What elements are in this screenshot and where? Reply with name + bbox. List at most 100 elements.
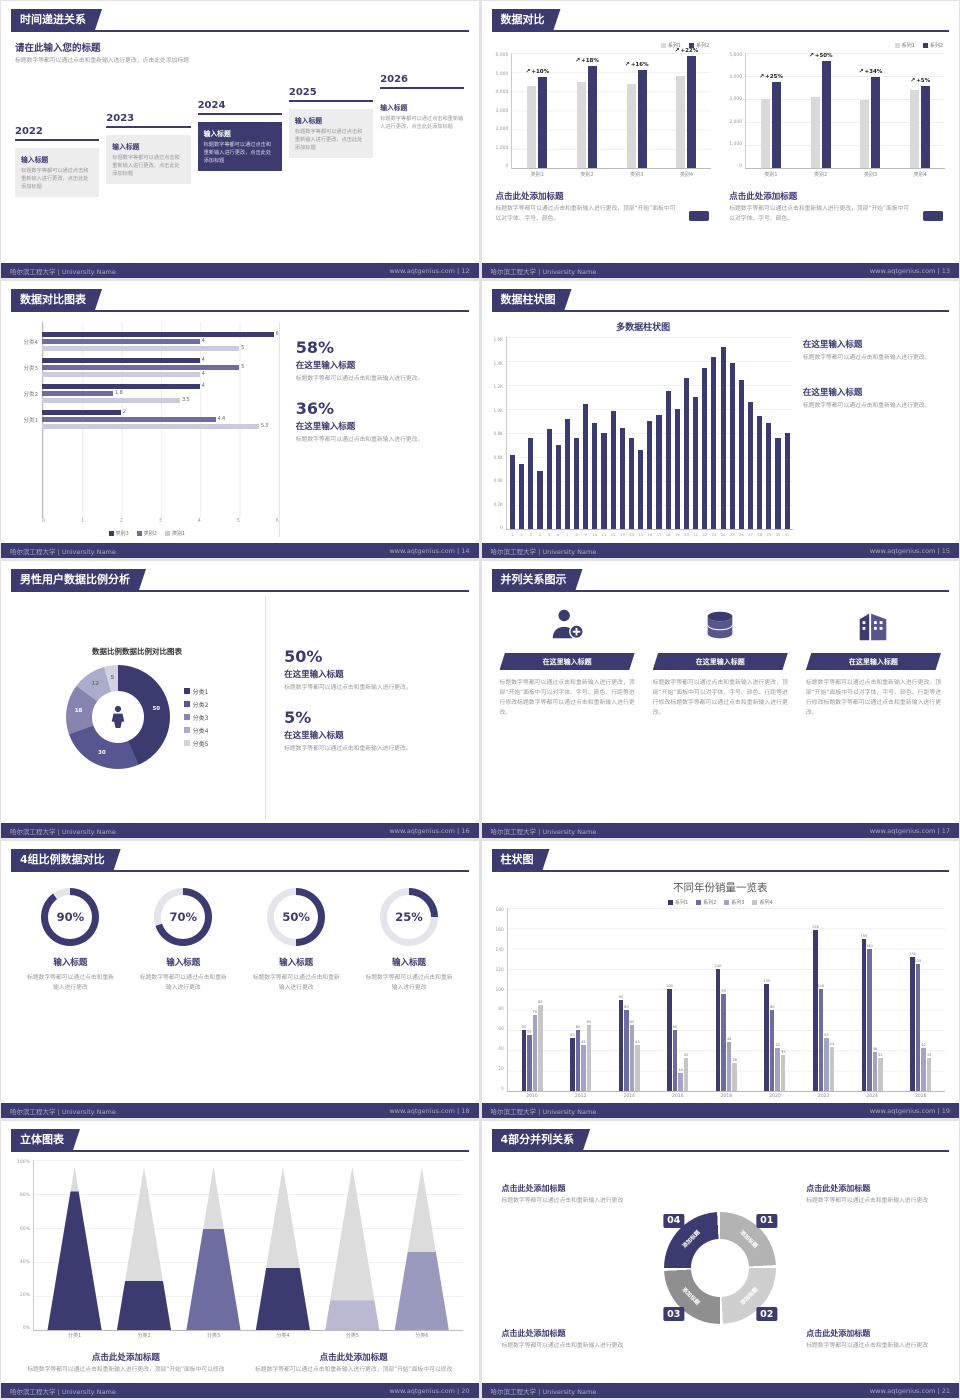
bar-group: ↗+50% 类别2 <box>796 52 846 178</box>
slide-19[interactable]: 柱状图 不同年份销量一览表 系列1 系列2 系列3 系列4 180 160 140 120 100… <box>481 841 959 1118</box>
bar <box>610 411 616 529</box>
ring-body: 标题数字等都可以通过点击和重新输入进行更改 <box>252 975 340 991</box>
bar-group: ↗+5% 类别4 <box>895 53 945 178</box>
value-label: 32 <box>683 1053 689 1058</box>
stat-body: 标题数字等都可以通过点击和重新输入进行更改。 <box>295 376 424 382</box>
legend-label: 系列1 <box>901 43 915 49</box>
slide-20[interactable]: 立体图表 100% 80% 60% 40% 20% 0% 分类1 分类2 分类3 分类4 分类5 分类… <box>1 1121 479 1398</box>
plot-area: ↗+10% 类别1 ↗+18% 类别2 ↗+16% 类别3 ↗+22% 类别4 <box>511 47 712 178</box>
caption-title: 点击此处添加标题 <box>501 1184 566 1194</box>
bar <box>702 368 708 529</box>
milestone-divider <box>197 113 282 116</box>
stat-block: 36% 在这里输入标题 标题数字等都可以通过点击和重新输入进行更改。 <box>296 399 465 446</box>
slide-15[interactable]: 数据柱状图 多数据柱状图 1.6K 1.4K 1.2K 1.0K 0.8K 0.6K 0.4K… <box>481 281 959 558</box>
bar <box>42 365 240 370</box>
value-label: 43 <box>829 1042 835 1047</box>
bar <box>537 471 543 529</box>
y-tick: 1.6K <box>493 337 503 342</box>
bar-wrap: 120 <box>715 908 722 1091</box>
legend-item: 系列3 <box>724 899 744 906</box>
legend-item: 系列4 <box>752 899 773 906</box>
bar-cell: 2 <box>518 337 525 537</box>
timeline-milestone: 2026 输入标题 标题数字等都可以通过点击和重新输入进行更改，点击此处添加标题 <box>380 74 465 137</box>
y-tick: 5,000 <box>729 53 743 58</box>
slide-12[interactable]: 时间递进关系 请在此输入您的标题 标题数字等都可以通过点击和重新输入进行更改，点… <box>1 1 479 278</box>
footer-site-page: www.aqtgenius.com | 14 <box>389 546 470 555</box>
y-label: 分类2 <box>23 391 39 398</box>
segment-number: 01 <box>756 1213 778 1228</box>
x-label: 类别4 <box>913 172 927 178</box>
caption-title: 点击此处添加标题 <box>501 1329 566 1339</box>
ring-item: 90% 输入标题 标题数字等都可以通过点击和重新输入进行更改 <box>21 888 120 1095</box>
slide-17[interactable]: 并列关系图示 在这里输入标题 标题数字等都可以通过点击和重新输入进行更改，顶部“… <box>481 561 959 838</box>
ring-value: 50% <box>282 910 310 924</box>
bar-group: ↗+16% 类别3 <box>612 53 662 178</box>
value-label: 60 <box>575 1025 581 1029</box>
x-label: 分类3 <box>206 1333 221 1340</box>
footer-university: 哈尔滨工程大学 | University Name <box>490 1107 597 1116</box>
y-tick: 5,000 <box>495 71 509 77</box>
milestone-divider <box>288 100 374 103</box>
growth-value: +25% <box>765 73 783 80</box>
x-tick: 4 <box>197 519 201 524</box>
x-label: 14 <box>629 532 634 537</box>
bar <box>624 1009 629 1091</box>
legend-item: 系列1 <box>660 42 681 49</box>
bar <box>42 417 216 422</box>
y-label: 分类3 <box>23 365 39 372</box>
column-body: 标题数字等都可以通过点击和重新输入进行更改，顶部“开始”面板中可以对字体、字号、… <box>805 680 942 717</box>
bar <box>42 332 274 337</box>
footer-site-page: www.aqtgenius.com | 17 <box>869 826 950 835</box>
slice-label: 50 <box>152 705 161 712</box>
bar-wrap: 48 <box>727 908 731 1091</box>
bar <box>592 423 598 529</box>
bar-wrap: 32 <box>927 908 931 1091</box>
stat-body: 标题数字等都可以通过点击和重新输入进行更改。 <box>284 745 412 752</box>
milestone-body: 标题数字等都可以通过点击和重新输入进行更改，点击此处添加标题 <box>21 168 89 191</box>
x-label: 分类5 <box>345 1333 359 1340</box>
x-label: 30 <box>775 532 781 537</box>
slide-header: 数据对比 <box>491 8 949 32</box>
growth-value: +18% <box>581 58 599 65</box>
y-tick: 3,000 <box>495 108 509 114</box>
ring-body: 标题数字等都可以通过点击和重新输入进行更改 <box>139 975 227 991</box>
y-label: 分类4 <box>23 339 39 346</box>
bar <box>867 948 872 1091</box>
bar <box>715 969 721 1091</box>
bar-group: 分类2 4 1.8 3.5 <box>15 383 279 404</box>
slide-14[interactable]: 数据对比图表 分类4 6 4 5 分类3 4 5 4 分类2 4 1.8 3.5 分类1 2 4.4 5.5 0… <box>1 281 479 558</box>
bar-wrap: 45 <box>581 908 586 1091</box>
slide-footer: 哈尔滨工程大学 | University Name www.aqtgenius.… <box>481 1383 959 1398</box>
slide-13[interactable]: 数据对比 系列1 系列2 6,000 5,000 4,000 3,000 2,000 1,00… <box>481 1 959 278</box>
x-label: 15 <box>638 532 644 537</box>
growth-value: +50% <box>814 53 833 60</box>
slide-16[interactable]: 男性用户数据比例分析 数据比例数据比例对比图表 50 30 18 12 5 分类1 分类2 分… <box>1 561 479 838</box>
value-label: 4 <box>201 384 205 389</box>
bar <box>921 1048 926 1091</box>
footer-university: 哈尔滨工程大学 | University Name <box>490 827 597 836</box>
slide-18[interactable]: 4组比例数据对比 90% 输入标题 标题数字等都可以通过点击和重新输入进行更改 … <box>1 841 479 1118</box>
ring-value: 25% <box>395 910 423 924</box>
value-label: 100 <box>666 984 673 989</box>
x-label: 24 <box>720 532 726 537</box>
chart-area: 1.6K 1.4K 1.2K 1.0K 0.8K 0.6K 0.4K 0.2K 0 1 2 3 4 5 6 7… <box>494 337 793 539</box>
value-label: 80 <box>624 1004 629 1009</box>
parallel-column: 在这里输入标题 标题数字等都可以通过点击和重新输入进行更改，顶部“开始”面板中可… <box>805 604 942 815</box>
stat-block: 5% 在这里输入标题 标题数字等都可以通过点击和重新输入进行更改。 <box>284 708 464 755</box>
value-label: 4 <box>201 372 205 377</box>
x-label: 2018 <box>720 1094 733 1099</box>
slide-21[interactable]: 4部分并列关系 点击此处添加标题 标题数字等都可以通过点击和重新输入进行更改 点… <box>481 1121 959 1398</box>
bar <box>42 358 200 363</box>
x-label: 2012 <box>574 1094 587 1099</box>
legend-swatch <box>894 43 900 48</box>
x-label: 类别2 <box>580 172 594 178</box>
bar-cell: 14 <box>628 337 635 537</box>
value-label: 80 <box>769 1004 775 1009</box>
y-tick: 180 <box>495 908 504 913</box>
slide-footer: 哈尔滨工程大学 | University Name www.aqtgenius.… <box>1 1383 479 1398</box>
bar-line: 5 <box>42 364 279 371</box>
bar-line: 4 <box>42 371 279 378</box>
bar <box>42 424 259 429</box>
bar-group: ↗+34% 类别3 <box>846 53 896 178</box>
x-label: 12 <box>610 532 616 537</box>
